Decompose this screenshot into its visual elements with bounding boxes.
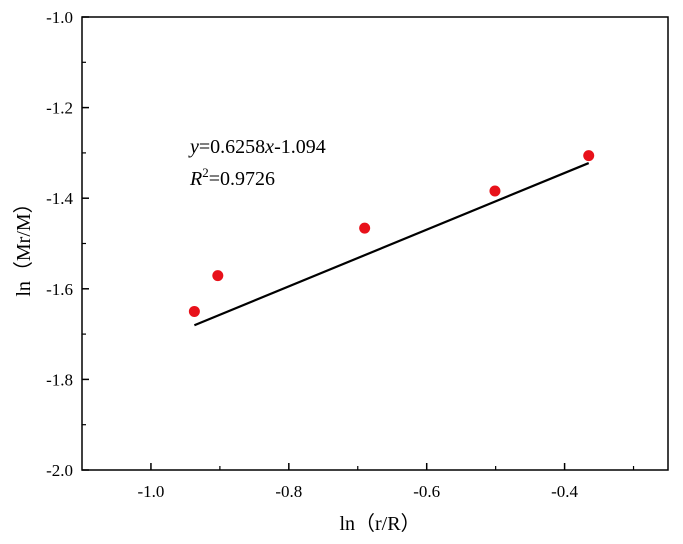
fit-line-layer xyxy=(193,162,590,327)
x-tick-label: -1.0 xyxy=(137,482,164,501)
y-tick-label: -1.2 xyxy=(46,99,73,118)
x-axis-ticks: -1.0 -0.8 -0.6 -0.4 xyxy=(137,463,635,501)
data-points-layer xyxy=(188,150,595,317)
r-squared-label: R2=0.9726 xyxy=(189,165,275,190)
data-point xyxy=(212,270,224,282)
x-tick-label: -0.8 xyxy=(275,482,302,501)
fit-line xyxy=(193,162,590,327)
plot-frame xyxy=(81,16,669,471)
y-tick-label: -1.8 xyxy=(46,370,73,389)
y-tick-label: -2.0 xyxy=(46,461,73,480)
x-axis-title: ln（r/R） xyxy=(339,512,420,535)
data-point xyxy=(188,305,200,317)
x-tick-label: -0.4 xyxy=(551,482,578,501)
y-tick-label: -1.4 xyxy=(46,189,73,208)
y-axis-title: ln（Mr/M） xyxy=(12,193,35,296)
y-axis-ticks: -2.0 -1.8 -1.6 -1.4 -1.2 -1.0 xyxy=(46,8,89,480)
y-tick-label: -1.0 xyxy=(46,8,73,27)
data-point xyxy=(359,222,371,234)
data-point xyxy=(489,185,501,197)
data-point xyxy=(583,150,595,162)
fit-equation: y=0.6258x-1.094 xyxy=(188,136,326,158)
x-tick-label: -0.6 xyxy=(413,482,440,501)
y-tick-label: -1.6 xyxy=(46,280,73,299)
